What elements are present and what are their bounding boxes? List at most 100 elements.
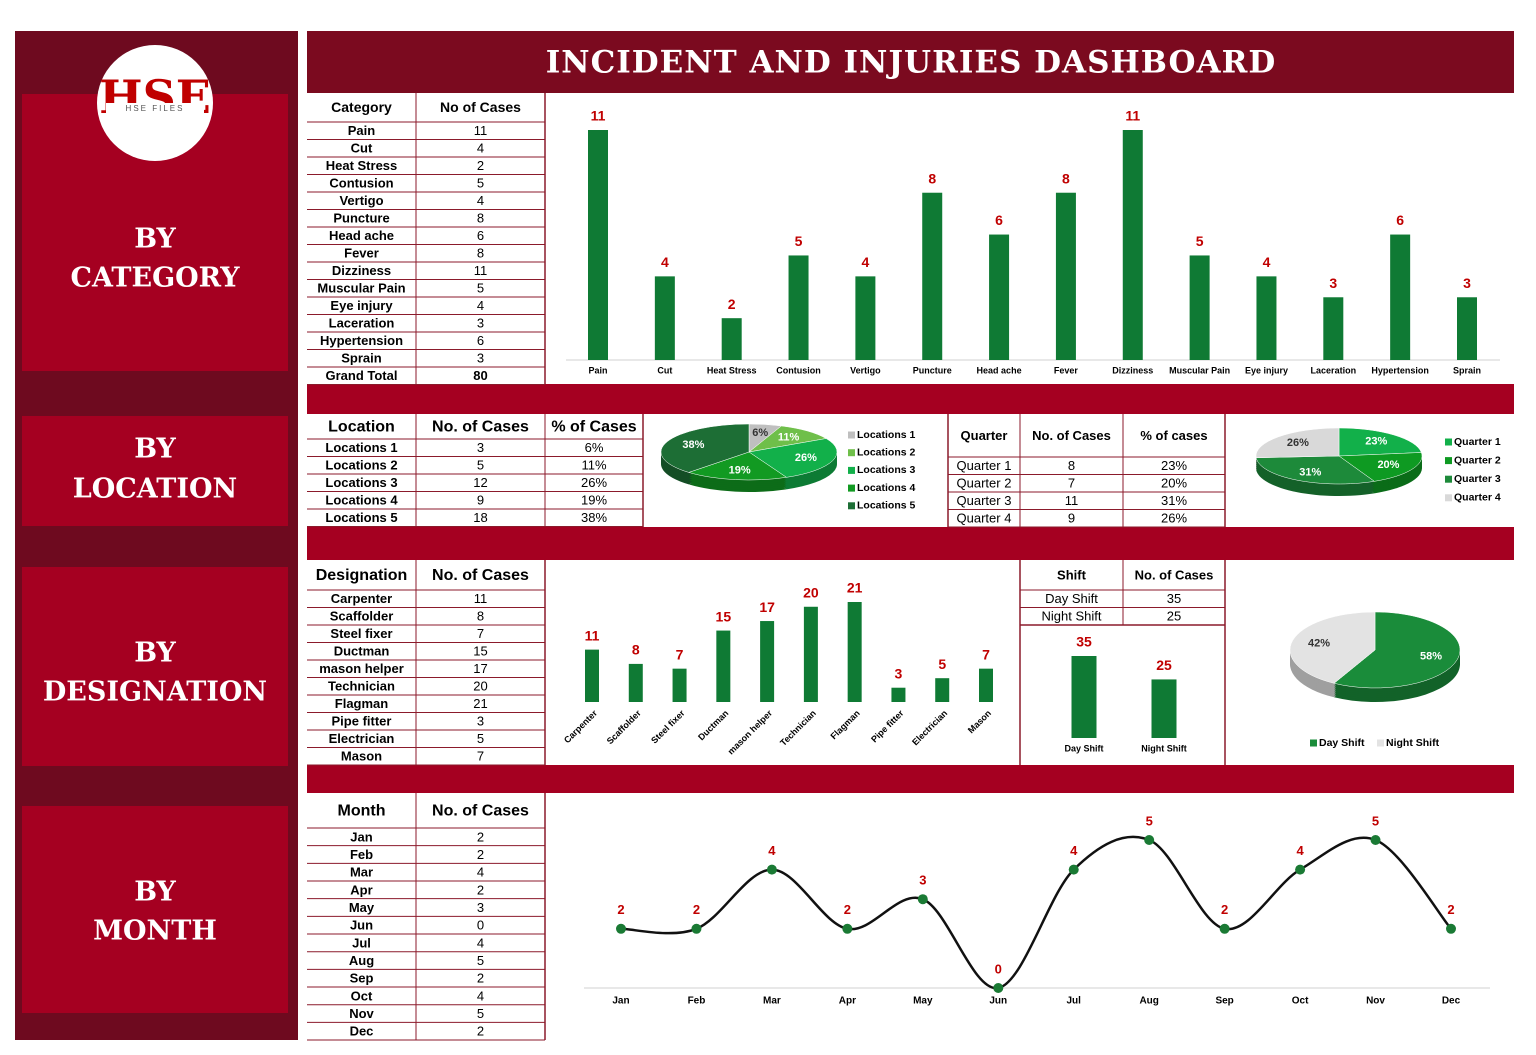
table-header: Quarter xyxy=(961,428,1008,443)
pie-label: 42% xyxy=(1308,637,1330,649)
pie-slice xyxy=(687,451,788,481)
data-label: 2 xyxy=(844,902,851,917)
table-cell: May xyxy=(349,900,375,915)
data-label: 5 xyxy=(1372,813,1379,828)
table-cell: Grand Total xyxy=(326,368,398,383)
bar xyxy=(979,668,993,702)
table-cell: 4 xyxy=(477,988,484,1003)
pie-label: 26% xyxy=(795,452,817,464)
table-cell: 20 xyxy=(473,679,487,694)
table-cell: 3 xyxy=(477,714,484,729)
table-cell: 4 xyxy=(477,935,484,950)
table-cell: 11 xyxy=(474,263,488,278)
table-cell: Hypertension xyxy=(320,333,403,348)
data-label: 8 xyxy=(1062,170,1070,186)
legend-label: Locations 1 xyxy=(857,429,916,441)
table-header: Month xyxy=(338,803,386,820)
table-cell: 38% xyxy=(581,510,607,525)
table-cell: Apr xyxy=(350,882,372,897)
x-tick-label: Puncture xyxy=(913,365,952,375)
data-label: 3 xyxy=(895,665,903,681)
table-cell: Aug xyxy=(349,953,374,968)
data-label: 4 xyxy=(768,843,776,858)
table-cell: 8 xyxy=(477,246,484,261)
bar xyxy=(855,276,876,360)
x-tick-label: Vertigo xyxy=(850,365,881,375)
table-cell: 2 xyxy=(477,1024,484,1039)
x-tick-label: Jun xyxy=(989,996,1007,1007)
data-label: 7 xyxy=(676,646,684,662)
data-label: 6 xyxy=(995,212,1003,228)
table-cell: 6 xyxy=(477,333,484,348)
bar xyxy=(585,649,599,702)
data-label: 3 xyxy=(1329,275,1337,291)
table-cell: Mason xyxy=(341,749,382,764)
bar xyxy=(1323,297,1344,360)
table-cell: Dec xyxy=(350,1024,374,1039)
bar xyxy=(1071,656,1097,738)
table-cell: 3 xyxy=(477,316,484,331)
line-marker xyxy=(917,894,928,905)
data-label: 3 xyxy=(919,873,926,888)
x-tick-label: May xyxy=(913,996,933,1007)
bar xyxy=(672,668,687,702)
data-label: 3 xyxy=(1463,275,1471,291)
table-cell: Laceration xyxy=(329,316,395,331)
x-tick-label: Fever xyxy=(1054,365,1079,375)
sidebar-panel xyxy=(22,567,288,766)
table-cell: Dizziness xyxy=(332,263,391,278)
legend-swatch xyxy=(1445,457,1452,465)
table-cell: 0 xyxy=(477,918,484,933)
sidebar-label: BY xyxy=(134,224,176,255)
sidebar-label: MONTH xyxy=(93,916,217,947)
table-cell: Ductman xyxy=(334,644,390,659)
x-tick-label: Feb xyxy=(688,996,706,1007)
table-header: Category xyxy=(331,99,392,115)
header-band xyxy=(307,31,1514,93)
table-cell: 5 xyxy=(477,458,484,473)
sidebar-label: LOCATION xyxy=(73,474,237,505)
table-cell: Pipe fitter xyxy=(332,714,392,729)
line-marker xyxy=(1295,864,1306,875)
table-cell: Technician xyxy=(328,679,395,694)
table-cell: 7 xyxy=(477,749,484,764)
table-cell: 2 xyxy=(477,847,484,862)
table-cell: 2 xyxy=(477,971,484,986)
table-cell: Pain xyxy=(348,123,376,138)
bar xyxy=(1151,679,1177,738)
table-cell: Feb xyxy=(350,847,373,862)
pie-label: 23% xyxy=(1365,436,1387,448)
table-cell: 15 xyxy=(473,644,487,659)
data-label: 35 xyxy=(1076,634,1092,650)
bar xyxy=(654,276,675,360)
x-tick-label: Sprain xyxy=(1453,365,1481,375)
table-cell: Locations 1 xyxy=(325,440,397,455)
bar xyxy=(716,630,731,702)
table-cell: Quarter 4 xyxy=(957,511,1012,526)
bar xyxy=(1256,276,1277,360)
table-header: No. of Cases xyxy=(1135,567,1214,582)
logo-subtext: HSE FILES xyxy=(126,104,185,113)
data-label: 25 xyxy=(1156,657,1172,673)
table-header: % of Cases xyxy=(551,419,636,436)
data-label: 0 xyxy=(995,961,1002,976)
line-marker xyxy=(1219,923,1230,934)
table-cell: Locations 3 xyxy=(325,475,397,490)
data-label: 6 xyxy=(1396,212,1404,228)
table-cell: 26% xyxy=(1161,511,1187,526)
x-tick-label: Oct xyxy=(1292,996,1309,1007)
legend-swatch xyxy=(1445,494,1452,502)
legend-label: Locations 2 xyxy=(857,446,916,458)
dashboard-title: INCIDENT AND INJURIES DASHBOARD xyxy=(546,45,1276,81)
bar xyxy=(1457,297,1477,360)
table-cell: 80 xyxy=(473,368,487,383)
table-cell: 18 xyxy=(473,510,487,525)
table-header: Designation xyxy=(316,567,408,584)
table-cell: 19% xyxy=(581,493,607,508)
legend-swatch xyxy=(848,449,855,457)
x-tick-label: Hypertension xyxy=(1371,365,1429,375)
line-marker xyxy=(1068,864,1079,875)
x-tick-label: Apr xyxy=(839,996,856,1007)
table-cell: Sep xyxy=(350,971,374,986)
bar xyxy=(628,663,643,702)
